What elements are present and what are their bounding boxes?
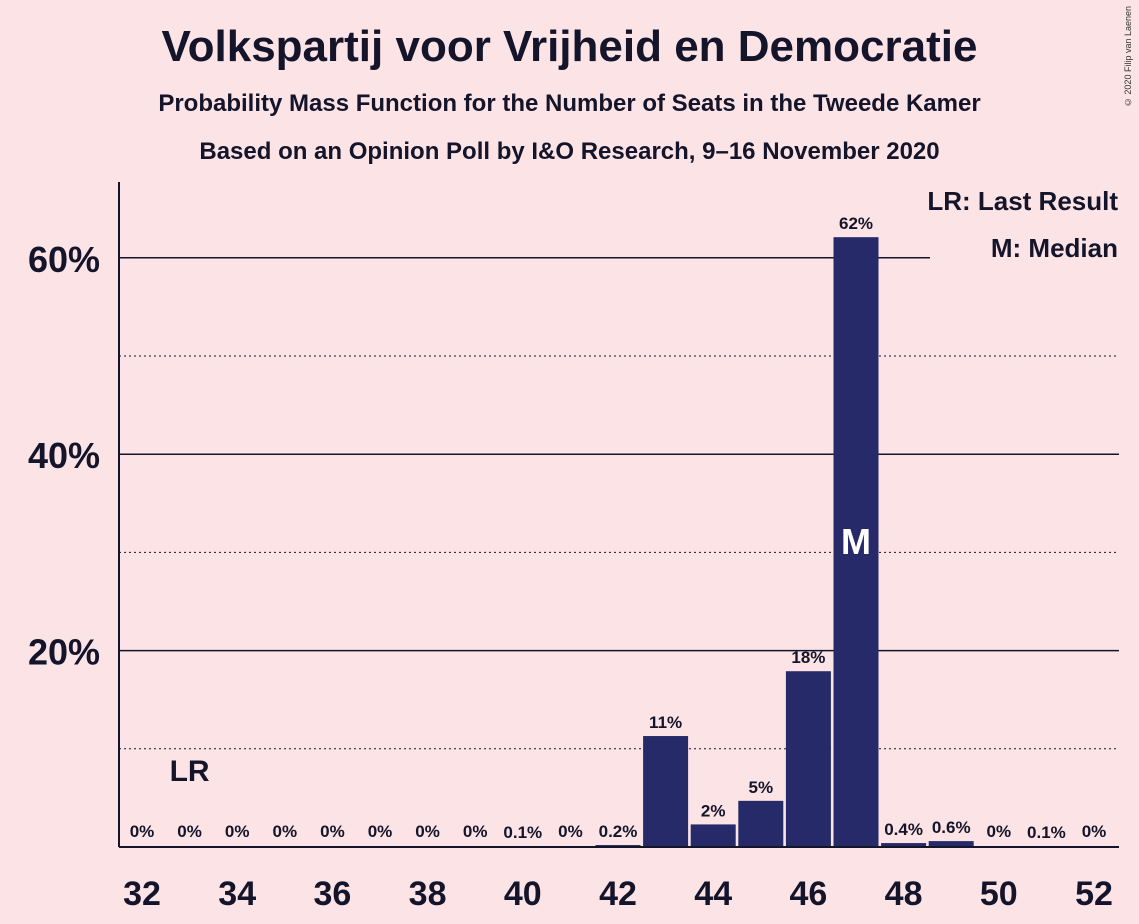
bar — [690, 824, 736, 847]
legend-last-result: LR: Last Result — [927, 186, 1118, 216]
data-label: 0.1% — [1027, 823, 1066, 842]
x-tick-label: 48 — [885, 875, 923, 913]
data-label: 0% — [987, 822, 1012, 841]
x-tick-label: 42 — [599, 875, 637, 913]
chart-title: Volkspartij voor Vrijheid en Democratie — [161, 22, 978, 71]
legend-background — [930, 182, 1120, 274]
x-tick-label: 50 — [980, 875, 1018, 913]
x-tick-label: 38 — [409, 875, 447, 913]
y-tick-label: 60% — [28, 239, 100, 280]
data-label: 0% — [177, 822, 202, 841]
data-label: 0% — [273, 822, 298, 841]
bar — [881, 843, 927, 847]
data-label: 0% — [558, 822, 583, 841]
data-label: 2% — [701, 801, 726, 820]
data-label: 0.4% — [884, 820, 923, 839]
x-tick-label: 52 — [1075, 875, 1113, 913]
x-tick-label: 40 — [504, 875, 542, 913]
chart-subtitle: Probability Mass Function for the Number… — [158, 90, 981, 117]
data-label: 0% — [1082, 822, 1107, 841]
data-label: 0.1% — [503, 823, 542, 842]
x-tick-label: 32 — [123, 875, 161, 913]
data-label: 0% — [225, 822, 250, 841]
y-tick-label: 20% — [28, 632, 100, 673]
chart-source-subtitle: Based on an Opinion Poll by I&O Research… — [199, 138, 940, 165]
data-label: 0.2% — [599, 822, 638, 841]
x-tick-label: 36 — [313, 875, 351, 913]
median-marker: M — [841, 521, 871, 562]
data-label: 0% — [320, 822, 345, 841]
data-label: 0% — [415, 822, 440, 841]
data-label: 0% — [130, 822, 155, 841]
last-result-marker: LR — [170, 755, 210, 788]
legend-median: M: Median — [991, 233, 1118, 263]
data-label: 11% — [649, 713, 682, 732]
data-label: 0% — [463, 822, 488, 841]
data-label: 0% — [368, 822, 393, 841]
x-tick-label: 46 — [789, 875, 827, 913]
y-tick-label: 40% — [28, 435, 100, 476]
median-bar — [833, 237, 879, 848]
x-tick-label: 34 — [218, 875, 256, 913]
data-label: 5% — [749, 778, 774, 797]
bar — [785, 671, 831, 847]
bar — [738, 800, 784, 847]
bar — [928, 841, 974, 847]
data-label: 0.6% — [932, 818, 971, 837]
bar — [643, 736, 689, 847]
data-label: 62% — [839, 214, 873, 233]
x-tick-label: 44 — [694, 875, 732, 913]
data-label: 18% — [791, 648, 825, 667]
